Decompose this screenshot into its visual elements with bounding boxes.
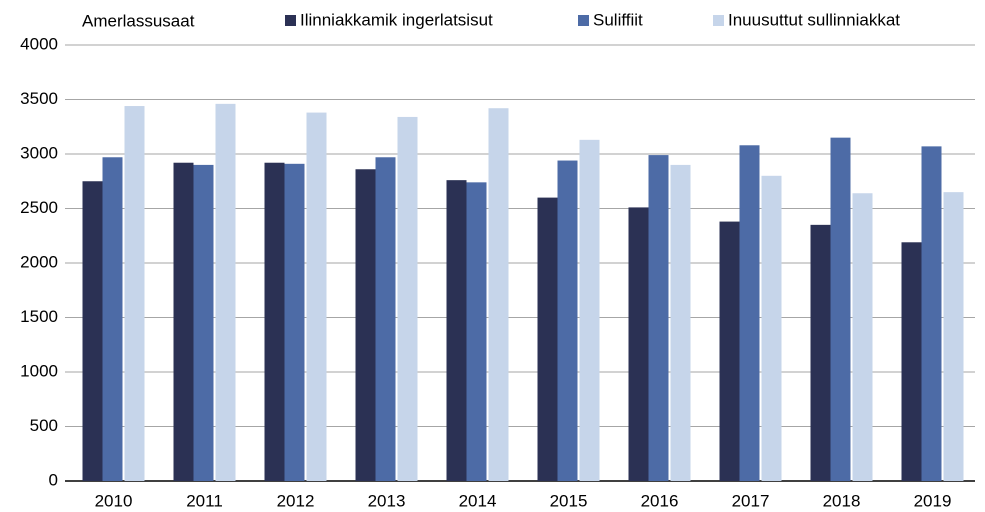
legend-swatch — [713, 15, 724, 26]
y-tick-label: 3500 — [20, 89, 58, 108]
y-axis-label: Amerlassusaat — [82, 11, 195, 30]
y-tick-label: 2500 — [20, 198, 58, 217]
x-tick-label: 2014 — [459, 491, 497, 510]
legend-label: Suliffiit — [593, 10, 643, 29]
y-tick-label: 1500 — [20, 307, 58, 326]
bar — [284, 163, 305, 481]
x-tick-label: 2017 — [732, 491, 770, 510]
bar — [124, 106, 145, 481]
y-tick-label: 1000 — [20, 361, 58, 380]
y-tick-label: 4000 — [20, 34, 58, 53]
bar — [355, 169, 376, 481]
x-tick-label: 2010 — [95, 491, 133, 510]
bar — [901, 242, 922, 481]
bar — [628, 207, 649, 481]
y-tick-label: 2000 — [20, 252, 58, 271]
bar — [264, 162, 285, 481]
bar — [943, 192, 964, 481]
bar — [537, 197, 558, 481]
bar — [215, 103, 236, 482]
bar — [921, 146, 942, 481]
x-tick-label: 2011 — [186, 491, 223, 510]
bar — [852, 193, 873, 482]
x-tick-label: 2016 — [641, 491, 679, 510]
bar — [719, 221, 740, 481]
bar — [670, 164, 691, 481]
bar — [648, 155, 669, 481]
bar — [557, 160, 578, 482]
x-tick-label: 2012 — [277, 491, 315, 510]
bar — [830, 137, 851, 481]
x-tick-label: 2015 — [550, 491, 588, 510]
bar — [82, 181, 103, 481]
bar — [810, 224, 831, 481]
bar — [375, 157, 396, 481]
bar — [739, 145, 760, 481]
bar — [173, 162, 194, 481]
bar — [761, 175, 782, 482]
bar — [579, 139, 600, 481]
bar — [102, 157, 123, 481]
legend-swatch — [285, 15, 296, 26]
y-tick-label: 3000 — [20, 143, 58, 162]
legend-swatch — [578, 15, 589, 26]
legend-label: Ilinniakkamik ingerlatsisut — [300, 10, 493, 29]
x-tick-label: 2013 — [368, 491, 406, 510]
x-tick-label: 2019 — [914, 491, 952, 510]
legend-label: Inuusuttut sullinniakkat — [728, 10, 900, 29]
bar — [466, 182, 487, 481]
bar — [306, 112, 327, 481]
bar — [488, 108, 509, 481]
bar — [397, 116, 418, 481]
y-tick-label: 500 — [30, 416, 58, 435]
x-tick-label: 2018 — [823, 491, 861, 510]
bar — [193, 164, 214, 481]
bar — [446, 180, 467, 481]
y-tick-label: 0 — [49, 470, 58, 489]
